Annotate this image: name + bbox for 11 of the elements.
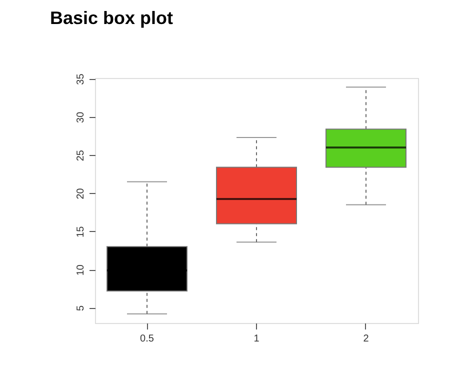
x-tick-label: 2 (363, 334, 370, 344)
y-tick-label: 30 (76, 111, 86, 123)
y-tick-label: 10 (76, 264, 86, 276)
y-tick-label: 35 (76, 73, 86, 85)
x-tick-label: 1 (254, 334, 260, 344)
y-tick-label: 20 (76, 188, 86, 200)
y-tick-label: 5 (76, 305, 86, 312)
x-tick-label: 0.5 (140, 334, 154, 344)
chart-title: Basic box plot (50, 8, 174, 28)
y-tick-label: 25 (76, 150, 86, 162)
y-tick-label: 15 (76, 226, 86, 238)
